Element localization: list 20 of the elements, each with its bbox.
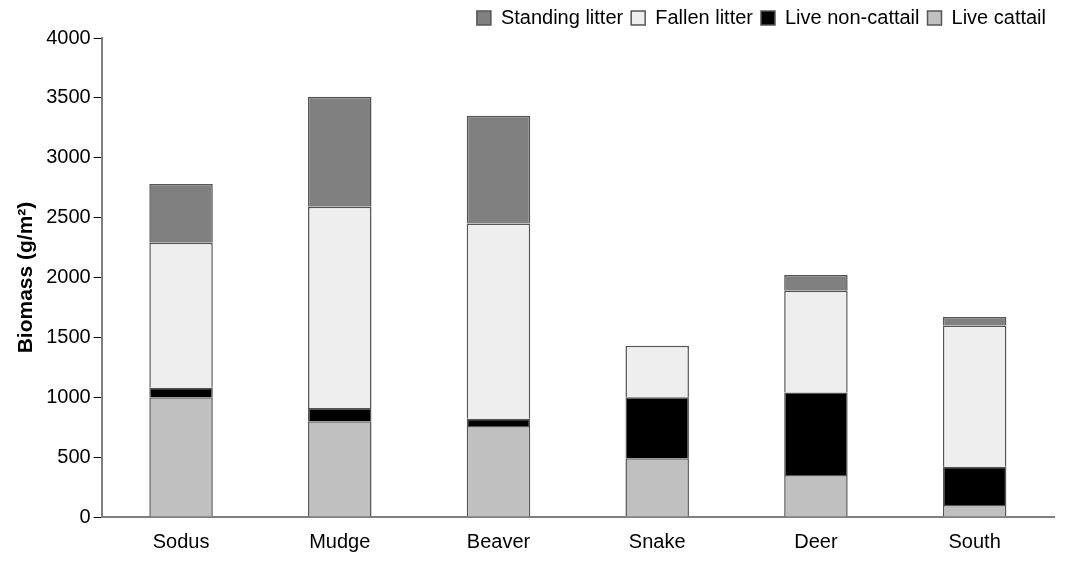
x-tick-label: South [948, 529, 1001, 552]
y-tick-label: 500 [57, 444, 91, 467]
y-tick-label: 4000 [46, 25, 91, 48]
x-tick-label: Sodus [152, 529, 210, 552]
x-tick-label: Beaver [466, 529, 531, 552]
legend-label: Fallen litter [655, 5, 754, 28]
y-tick-label: 2500 [46, 205, 91, 228]
x-tick-label: Deer [794, 529, 838, 552]
y-tick-label: 3500 [46, 85, 91, 108]
y-tick-label: 1000 [46, 384, 91, 407]
legend-label: Live cattail [951, 5, 1047, 28]
legend-label: Standing litter [500, 5, 624, 28]
x-tick-label: Snake [628, 529, 686, 552]
y-tick-label: 1500 [46, 324, 91, 347]
y-tick-label: 0 [79, 504, 91, 527]
y-tick-label: 3000 [46, 145, 91, 168]
x-tick-label: Mudge [309, 529, 371, 552]
y-tick-label: 2000 [46, 265, 91, 288]
legend-label: Live non-cattail [784, 5, 920, 28]
y-axis-title: Biomass (g/m²) [13, 201, 37, 354]
